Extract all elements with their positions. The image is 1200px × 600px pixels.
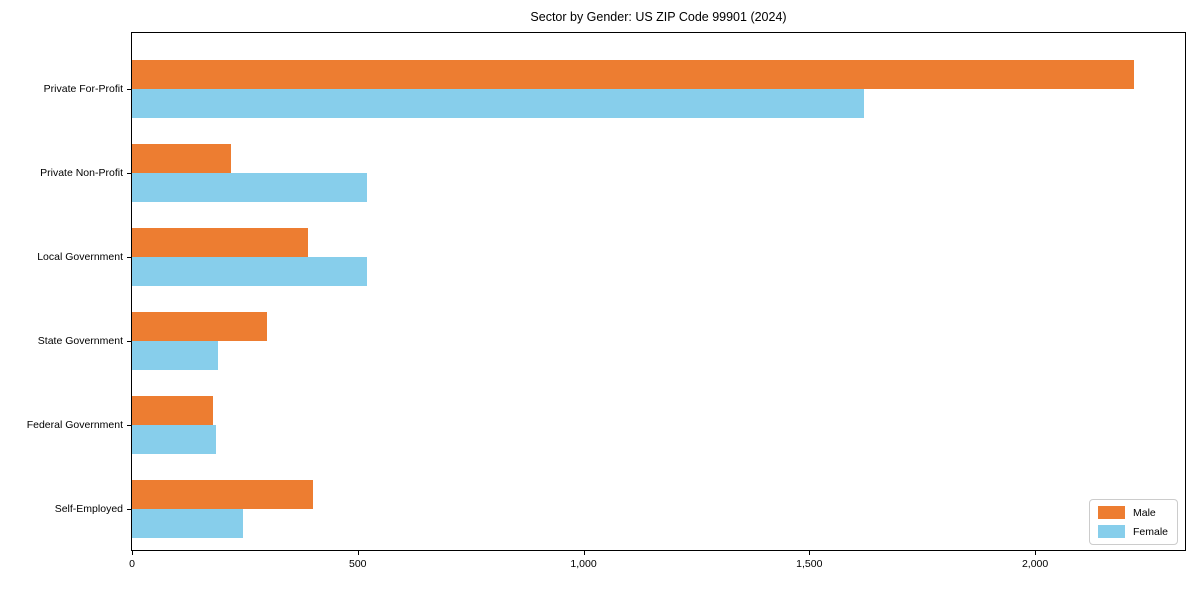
bar-male-4 (132, 396, 214, 425)
x-tick-mark (809, 550, 811, 555)
chart-title: Sector by Gender: US ZIP Code 99901 (202… (530, 10, 787, 24)
bar-female-4 (132, 425, 216, 454)
y-tick-mark (127, 509, 132, 510)
y-axis-category-label: Private Non-Profit (40, 167, 123, 179)
x-tick-label: 2,000 (1021, 558, 1049, 570)
x-tick-mark (132, 550, 133, 555)
y-axis-category-label: Private For-Profit (43, 83, 123, 95)
legend: Male Female (1088, 499, 1178, 545)
y-axis-category-label: Federal Government (26, 419, 123, 431)
legend-label-male: Male (1132, 506, 1156, 519)
x-tick-label: 500 (349, 558, 367, 570)
bar-female-0 (132, 89, 864, 118)
x-tick-label: 1,000 (570, 558, 597, 570)
legend-swatch-female (1097, 525, 1125, 538)
bar-female-5 (132, 509, 243, 538)
y-axis-category-label: Self-Employed (54, 503, 123, 515)
legend-swatch-male (1097, 506, 1125, 519)
y-axis-category-label: Local Government (37, 251, 123, 263)
y-axis-category-label: State Government (37, 335, 123, 347)
y-tick-mark (127, 89, 132, 90)
bar-male-3 (132, 312, 268, 341)
plot-area: Private For-Profit Private Non-Profit Loca… (27, 32, 1186, 570)
bar-male-1 (132, 144, 232, 173)
legend-item-female: Female (1097, 525, 1168, 538)
bar-female-3 (132, 341, 218, 370)
bar-male-2 (132, 228, 309, 257)
bar-female-2 (132, 257, 367, 286)
y-tick-mark (127, 173, 132, 174)
y-tick-mark (127, 425, 132, 426)
x-tick-label: 1,500 (796, 558, 823, 570)
legend-label-female: Female (1132, 525, 1168, 538)
x-tick-mark (1035, 550, 1037, 555)
x-tick-mark (583, 550, 585, 555)
x-tick-label: 0 (129, 558, 135, 570)
legend-item-male: Male (1097, 506, 1168, 519)
bar-female-1 (132, 173, 367, 202)
y-tick-mark (127, 257, 132, 258)
bar-male-5 (132, 480, 313, 509)
y-tick-mark (127, 341, 132, 342)
x-tick-mark (357, 550, 359, 555)
bar-male-0 (132, 60, 1135, 89)
